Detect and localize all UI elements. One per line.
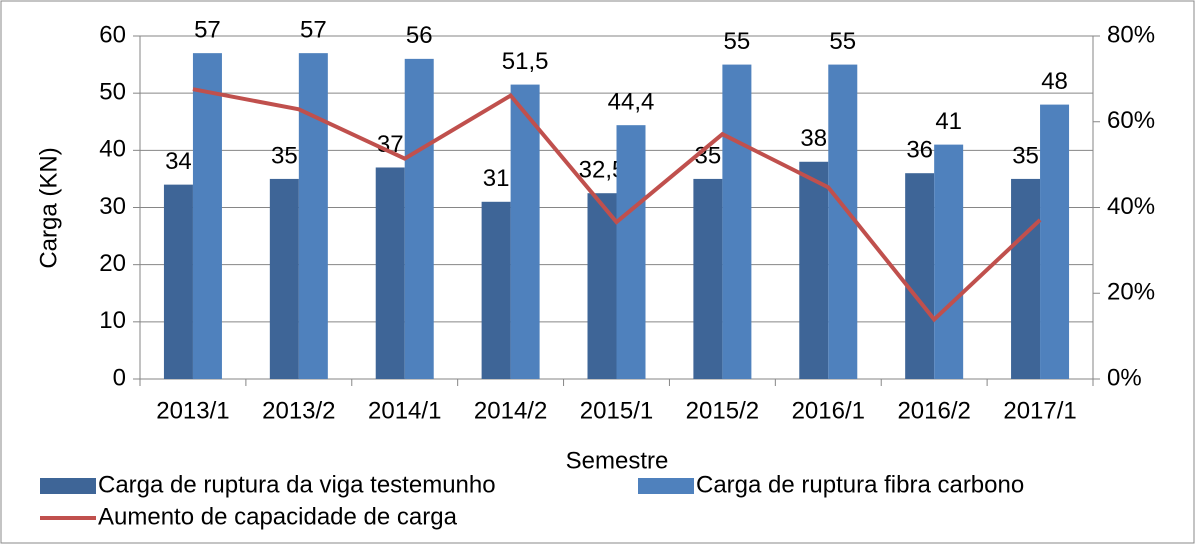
bar xyxy=(375,167,405,379)
bar xyxy=(192,53,222,380)
y-tick-label: 50 xyxy=(99,79,126,106)
bar xyxy=(269,178,299,379)
bar xyxy=(481,201,511,379)
bar xyxy=(1040,104,1070,379)
y2-tick-label: 80% xyxy=(1107,21,1155,48)
bar xyxy=(587,193,617,379)
data-label: 44,4 xyxy=(608,89,655,116)
data-label: 35 xyxy=(1012,142,1039,169)
y2-tick-label: 60% xyxy=(1107,107,1155,134)
bar xyxy=(163,184,193,379)
x-tick-label: 2013/2 xyxy=(262,397,335,424)
data-label: 55 xyxy=(724,28,751,55)
y2-tick-label: 20% xyxy=(1107,279,1155,306)
data-label: 57 xyxy=(194,16,221,43)
bar xyxy=(799,161,829,379)
bar xyxy=(722,64,752,379)
x-tick-label: 2016/1 xyxy=(792,397,865,424)
y-axis-label: Carga (KN) xyxy=(35,147,62,268)
legend-swatch xyxy=(40,478,96,494)
y-tick-label: 0 xyxy=(113,364,126,391)
y-tick-label: 10 xyxy=(99,307,126,334)
bar xyxy=(404,58,434,379)
y-tick-label: 60 xyxy=(99,21,126,48)
legend-label: Aumento de capacidade de carga xyxy=(98,503,458,530)
legend-label: Carga de ruptura fibra carbono xyxy=(696,471,1024,498)
data-label: 55 xyxy=(829,28,856,55)
bar xyxy=(298,53,328,380)
data-label: 38 xyxy=(800,125,827,152)
x-tick-label: 2015/1 xyxy=(580,397,653,424)
x-axis-label: Semestre xyxy=(566,447,669,474)
bar xyxy=(828,64,858,379)
data-label: 57 xyxy=(300,16,327,43)
x-tick-label: 2014/2 xyxy=(474,397,547,424)
data-label: 34 xyxy=(165,148,192,175)
x-tick-label: 2013/1 xyxy=(156,397,229,424)
bar xyxy=(934,144,964,379)
x-tick-label: 2014/1 xyxy=(368,397,441,424)
line-series xyxy=(192,87,1042,323)
bar xyxy=(693,178,723,379)
bar xyxy=(510,84,540,379)
data-label: 36 xyxy=(906,137,933,164)
y-tick-label: 30 xyxy=(99,193,126,220)
x-tick-label: 2017/1 xyxy=(1003,397,1076,424)
y2-tick-label: 0% xyxy=(1107,364,1142,391)
y-tick-label: 20 xyxy=(99,250,126,277)
x-tick-label: 2015/2 xyxy=(686,397,759,424)
data-label: 31 xyxy=(483,165,510,192)
legend-label: Carga de ruptura da viga testemunho xyxy=(98,471,496,498)
x-tick-label: 2016/2 xyxy=(897,397,970,424)
data-label: 56 xyxy=(406,22,433,49)
bar xyxy=(905,173,935,379)
data-label: 48 xyxy=(1041,68,1068,95)
legend-swatch xyxy=(638,478,694,494)
data-label: 51,5 xyxy=(502,48,549,75)
y-tick-label: 40 xyxy=(99,136,126,163)
bar xyxy=(1011,178,1041,379)
data-label: 35 xyxy=(271,142,298,169)
data-label: 41 xyxy=(935,108,962,135)
bar xyxy=(616,125,646,380)
y2-tick-label: 40% xyxy=(1107,193,1155,220)
